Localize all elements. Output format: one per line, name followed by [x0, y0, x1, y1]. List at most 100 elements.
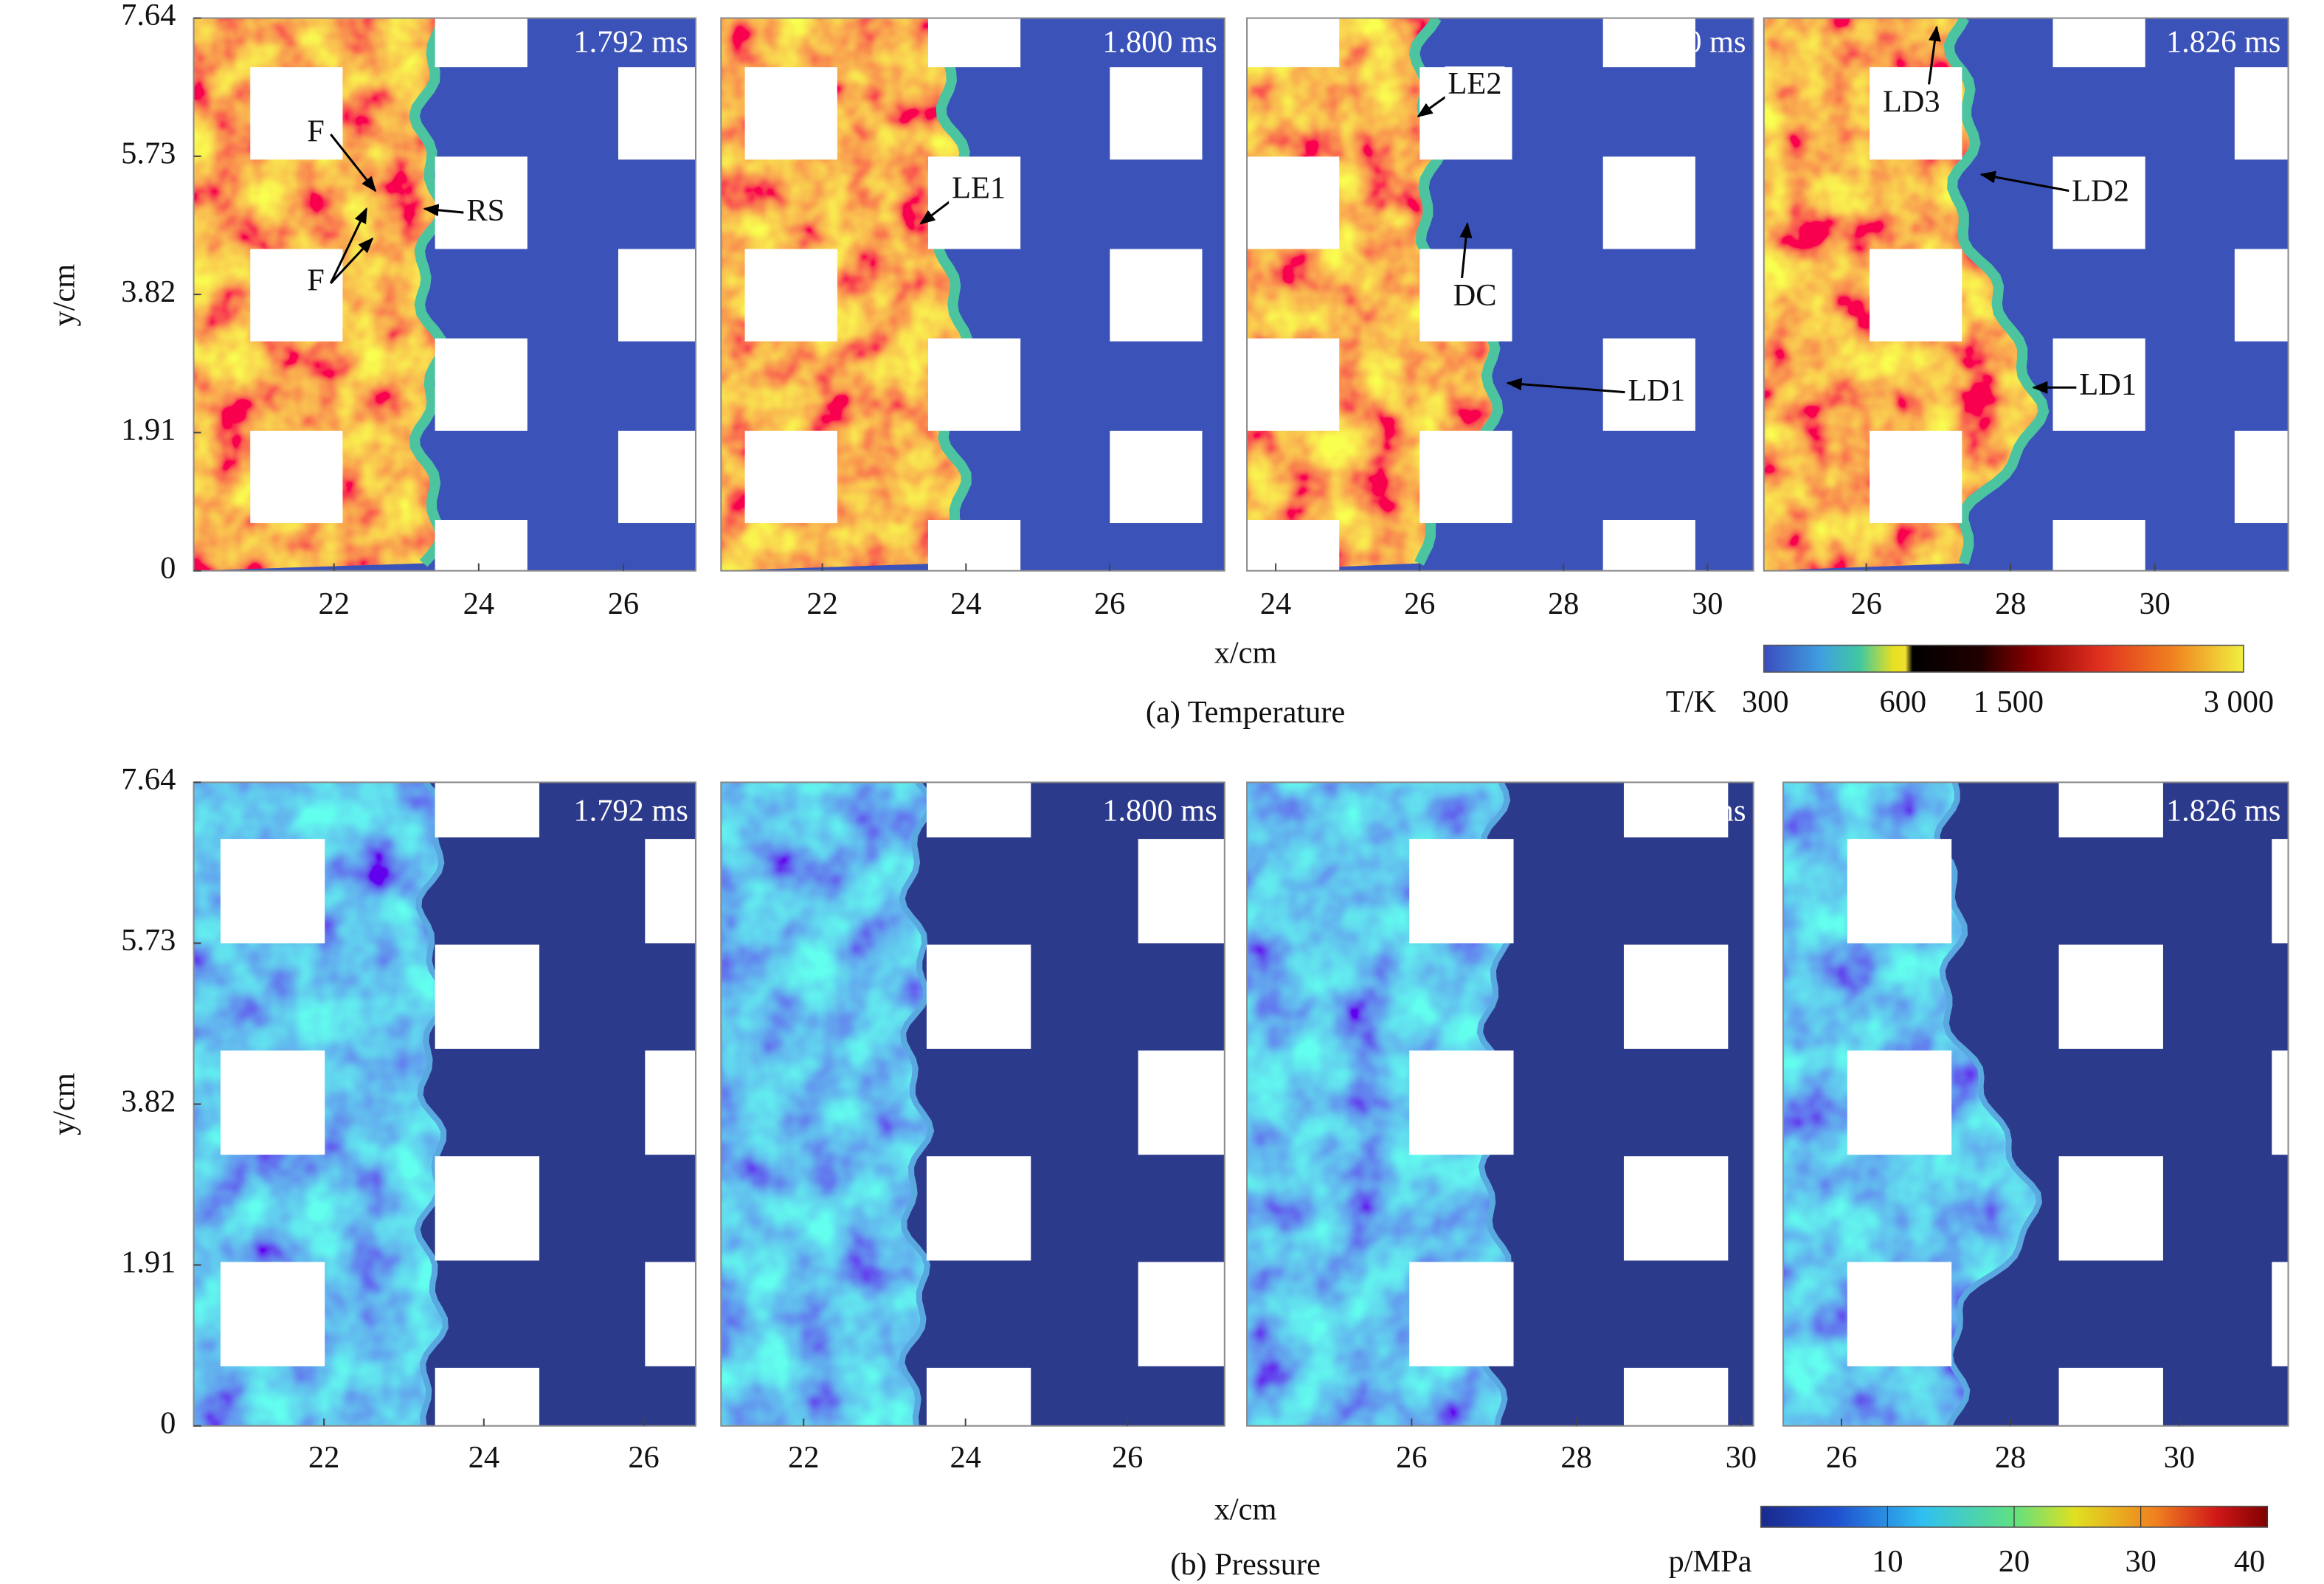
annotation-bg	[1625, 373, 1689, 409]
obstacle	[618, 249, 696, 342]
annotation: LD3	[1883, 84, 1940, 119]
colorbar-tick-label: 3 000	[2204, 685, 2274, 719]
obstacle	[1623, 944, 1729, 1049]
obstacle	[1870, 430, 1962, 524]
panel-border	[1763, 17, 2289, 572]
obstacle	[645, 1050, 696, 1155]
x-tick-label: 26	[1826, 1440, 1857, 1475]
colorbar-tick-label: 40	[2234, 1544, 2265, 1579]
front	[414, 782, 450, 1426]
annotation-bg	[463, 193, 508, 228]
field	[1247, 627, 1754, 1426]
y-tick-label: 1.91	[121, 1245, 176, 1279]
x-tick-label: 28	[1560, 1440, 1591, 1475]
obstacle	[926, 1156, 1031, 1261]
obstacle	[250, 67, 343, 160]
obstacle	[2234, 67, 2289, 160]
obstacle	[435, 519, 528, 571]
obstacle	[1409, 1050, 1514, 1155]
x-tick-label: 24	[468, 1440, 499, 1475]
panel: 1.792 ms 22 24 26	[193, 781, 696, 1475]
annotation-arrow	[1979, 170, 2086, 196]
obstacle	[1419, 430, 1512, 524]
x-tick-label: 26	[628, 1440, 659, 1475]
annotation: F	[307, 263, 325, 298]
time-label: 1.820 ms	[1631, 794, 1746, 829]
obstacle	[1110, 249, 1203, 342]
obstacle	[1870, 249, 1962, 342]
time-label: 1.826 ms	[2166, 25, 2280, 60]
front	[1934, 782, 2043, 1426]
obstacle	[1247, 18, 1340, 68]
x-tick-label: 30	[2164, 1440, 2195, 1475]
y-tick-label: 7.64	[121, 0, 176, 32]
panel-border	[720, 17, 1225, 572]
obstacle	[618, 430, 696, 524]
hot-region	[721, 782, 932, 1426]
obstacle	[435, 944, 539, 1049]
annotation: DC	[1453, 278, 1497, 313]
obstacle	[2234, 249, 2289, 342]
x-tick-label: 24	[950, 587, 981, 621]
obstacle	[927, 338, 1021, 431]
obstacle	[1138, 1050, 1225, 1155]
obstacle	[2272, 839, 2289, 944]
annotation-arrow	[330, 237, 374, 284]
obstacle	[926, 944, 1031, 1049]
obstacle	[1602, 156, 1695, 249]
obstacle	[1247, 156, 1340, 249]
obstacle	[2234, 430, 2289, 524]
obstacle	[435, 338, 528, 431]
panel: 1.792 ms 22 24 26 F F RS	[193, 17, 696, 621]
time-label: 1.792 ms	[573, 25, 688, 60]
obstacle	[1847, 1050, 1952, 1155]
obstacle	[2052, 519, 2145, 571]
field	[1763, 18, 2289, 571]
obstacle	[435, 18, 528, 68]
colorbar-tick-label: 20	[1999, 1544, 2030, 1579]
x-tick-label: 28	[1995, 587, 2026, 621]
annotation-arrow	[423, 204, 471, 217]
colorbar	[1763, 644, 2244, 673]
obstacle	[1409, 1262, 1514, 1366]
x-tick-label: 30	[2139, 587, 2170, 621]
obstacle	[435, 1156, 539, 1261]
panel: 1.820 ms 24 26 28 30 LE2 DC LD1	[1246, 17, 1754, 621]
obstacle	[618, 67, 696, 160]
colorbar-tick-label: 600	[1880, 685, 1927, 719]
colorbar-label: T/K	[1666, 685, 1717, 719]
obstacle	[1110, 67, 1203, 160]
x-tick-label: 24	[1260, 587, 1291, 621]
obstacle	[1847, 839, 1952, 944]
obstacle	[2058, 1156, 2163, 1261]
x-tick-label: 30	[1692, 587, 1723, 621]
obstacle	[1409, 839, 1514, 944]
obstacle	[1409, 627, 1513, 731]
obstacle	[435, 782, 539, 838]
obstacle	[645, 839, 696, 944]
y-tick-label: 5.73	[121, 136, 176, 171]
annotation-bg	[1450, 277, 1500, 313]
panel-border	[1246, 781, 1754, 1427]
obstacle	[1138, 1262, 1225, 1366]
time-label: 1.792 ms	[573, 794, 688, 829]
obstacle	[2272, 627, 2324, 731]
obstacle	[1602, 18, 1695, 68]
y-tick-label: 7.64	[121, 762, 176, 797]
obstacle	[220, 839, 325, 944]
obstacle	[1623, 1156, 1729, 1261]
x-tick-label: 26	[1112, 1440, 1143, 1475]
obstacle	[1247, 338, 1340, 431]
colorbar-tick-label: 30	[2125, 1544, 2156, 1579]
obstacle	[2052, 18, 2145, 68]
field	[721, 782, 1225, 1426]
annotation-bg	[1879, 84, 1943, 120]
caption: (b) Pressure	[1170, 1547, 1321, 1582]
obstacle	[1110, 430, 1203, 524]
panel: 1.820 ms 26 28 30	[1246, 627, 1757, 1475]
panel: 1.826 ms 26 28 30	[1782, 627, 2324, 1475]
annotation-arrow	[1506, 378, 1642, 395]
panel: 1.826 ms 26 28 30 LD3 LD2 LD1	[1763, 17, 2289, 621]
